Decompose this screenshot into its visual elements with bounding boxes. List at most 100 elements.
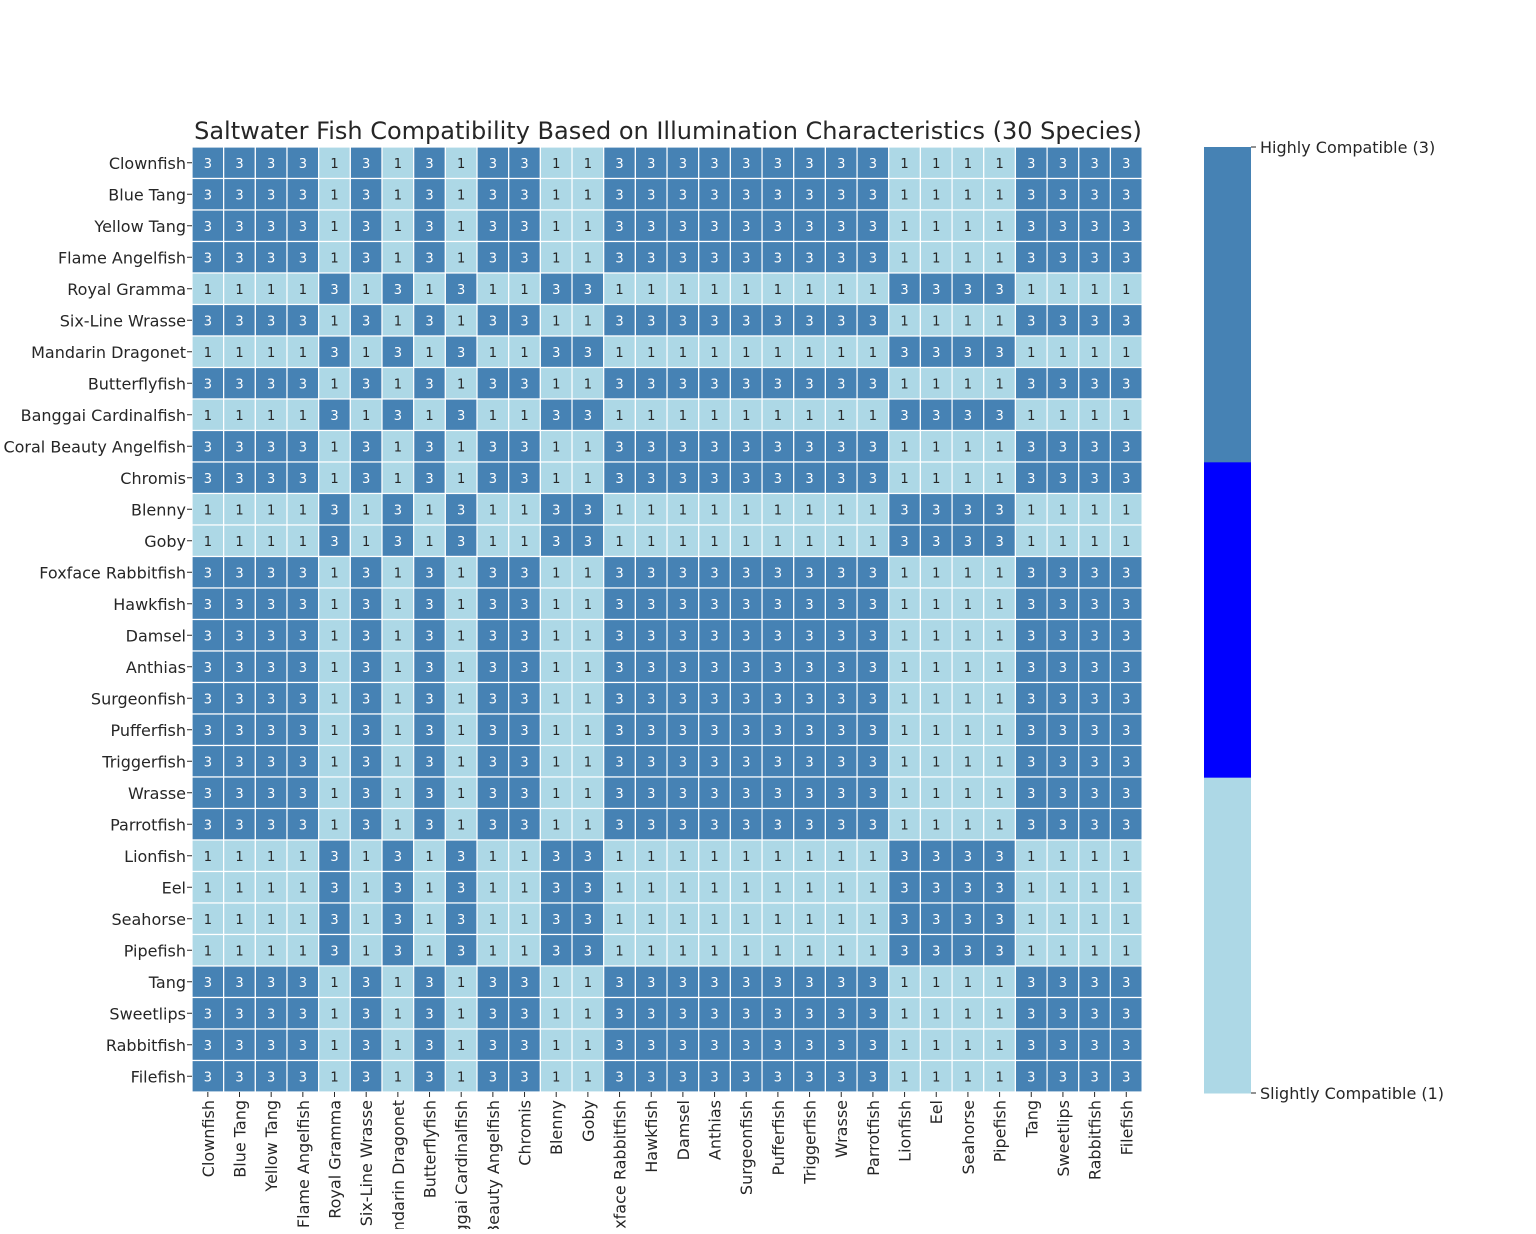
heatmap-cell (951, 870, 985, 904)
cell-value-label: 1 (299, 283, 307, 298)
heatmap-cell (951, 209, 985, 243)
cell-value-label: 1 (584, 188, 592, 203)
cell-value-label: 3 (267, 818, 275, 833)
row-label: Goby (144, 532, 186, 551)
heatmap-cell (539, 744, 573, 778)
cell-value-label: 1 (964, 598, 972, 613)
heatmap-cell (1046, 1059, 1080, 1093)
cell-value-label: 3 (1090, 377, 1098, 392)
cell-value-label: 3 (330, 283, 338, 298)
heatmap-cell (539, 996, 573, 1030)
heatmap-cell (318, 650, 351, 684)
cell-value-label: 1 (647, 535, 655, 550)
cell-value-label: 1 (1090, 346, 1098, 361)
cell-value-label: 1 (552, 188, 560, 203)
heatmap-cell (508, 902, 541, 936)
cell-value-label: 3 (267, 472, 275, 487)
cell-value-label: 3 (1027, 755, 1035, 770)
cell-value-label: 1 (489, 346, 497, 361)
heatmap-cell (603, 146, 636, 180)
cell-value-label: 1 (1122, 881, 1130, 896)
heatmap-cell (476, 776, 510, 810)
heatmap-cell (919, 996, 953, 1030)
heatmap-cell (698, 996, 731, 1030)
cell-value-label: 3 (679, 598, 687, 613)
cell-value-label: 3 (1059, 377, 1067, 392)
cell-value-label: 1 (805, 850, 813, 865)
column-label: Seahorse (959, 1100, 978, 1175)
cell-value-label: 3 (299, 157, 307, 172)
heatmap-cell (761, 366, 795, 400)
cell-value-label: 1 (1059, 913, 1067, 928)
heatmap-cell (666, 303, 700, 337)
cell-value-label: 3 (837, 220, 845, 235)
cell-value-label: 3 (774, 818, 782, 833)
cell-value-label: 3 (742, 314, 750, 329)
cell-value-label: 1 (964, 661, 972, 676)
cell-value-label: 3 (932, 535, 940, 550)
cell-value-label: 1 (900, 661, 908, 676)
heatmap-cell (286, 870, 320, 904)
row-label: Mandarin Dragonet (31, 343, 186, 362)
heatmap-cell (349, 870, 383, 904)
cell-value-label: 1 (805, 881, 813, 896)
heatmap-cell (951, 555, 985, 589)
cell-value-label: 3 (742, 598, 750, 613)
cell-value-label: 1 (457, 251, 465, 266)
heatmap-cell (761, 177, 795, 211)
cell-value-label: 3 (299, 220, 307, 235)
cell-value-label: 1 (932, 1039, 940, 1054)
cell-value-label: 3 (235, 692, 243, 707)
cell-value-label: 3 (489, 188, 497, 203)
heatmap-cell (254, 839, 288, 873)
cell-value-label: 1 (964, 251, 972, 266)
cell-value-label: 1 (520, 944, 528, 959)
cell-value-label: 1 (584, 1039, 592, 1054)
column-label: Pufferfish (769, 1100, 788, 1176)
heatmap-cell (983, 398, 1017, 432)
cell-value-label: 1 (235, 283, 243, 298)
cell-value-label: 1 (457, 220, 465, 235)
heatmap-cell (1014, 555, 1048, 589)
cell-value-label: 1 (964, 629, 972, 644)
heatmap-cell (381, 776, 415, 810)
cell-value-label: 3 (425, 1007, 433, 1022)
cell-value-label: 3 (520, 566, 528, 581)
cell-value-label: 3 (204, 472, 212, 487)
heatmap-cell (1109, 492, 1143, 526)
heatmap-cell (571, 996, 605, 1030)
cell-value-label: 1 (647, 944, 655, 959)
cell-value-label: 1 (869, 881, 877, 896)
cell-value-label: 3 (964, 283, 972, 298)
heatmap-cell (919, 681, 953, 715)
cell-value-label: 1 (964, 220, 972, 235)
heatmap-cell (1109, 1028, 1143, 1062)
cell-value-label: 1 (710, 409, 718, 424)
heatmap-cell (888, 272, 922, 306)
cell-value-label: 3 (1090, 472, 1098, 487)
heatmap-cell (571, 240, 605, 274)
cell-value-label: 1 (964, 692, 972, 707)
cell-value-label: 3 (710, 566, 718, 581)
heatmap-cell (1046, 429, 1080, 463)
heatmap-cell (413, 240, 446, 274)
cell-value-label: 3 (647, 692, 655, 707)
cell-value-label: 3 (1027, 692, 1035, 707)
cell-value-label: 3 (235, 566, 243, 581)
row-label: Foxface Rabbitfish (39, 563, 186, 582)
cell-value-label: 3 (1090, 787, 1098, 802)
cell-value-label: 3 (869, 157, 877, 172)
cell-value-label: 3 (837, 724, 845, 739)
heatmap-cell (539, 240, 573, 274)
heatmap-cell (539, 398, 573, 432)
cell-value-label: 3 (932, 881, 940, 896)
cell-value-label: 1 (584, 377, 592, 392)
cell-value-label: 1 (964, 566, 972, 581)
cell-value-label: 1 (837, 944, 845, 959)
cell-value-label: 3 (235, 440, 243, 455)
heatmap-cell (951, 902, 985, 936)
heatmap-cell (444, 870, 478, 904)
cell-value-label: 3 (837, 377, 845, 392)
heatmap-cell (729, 209, 763, 243)
cell-value-label: 1 (995, 472, 1003, 487)
